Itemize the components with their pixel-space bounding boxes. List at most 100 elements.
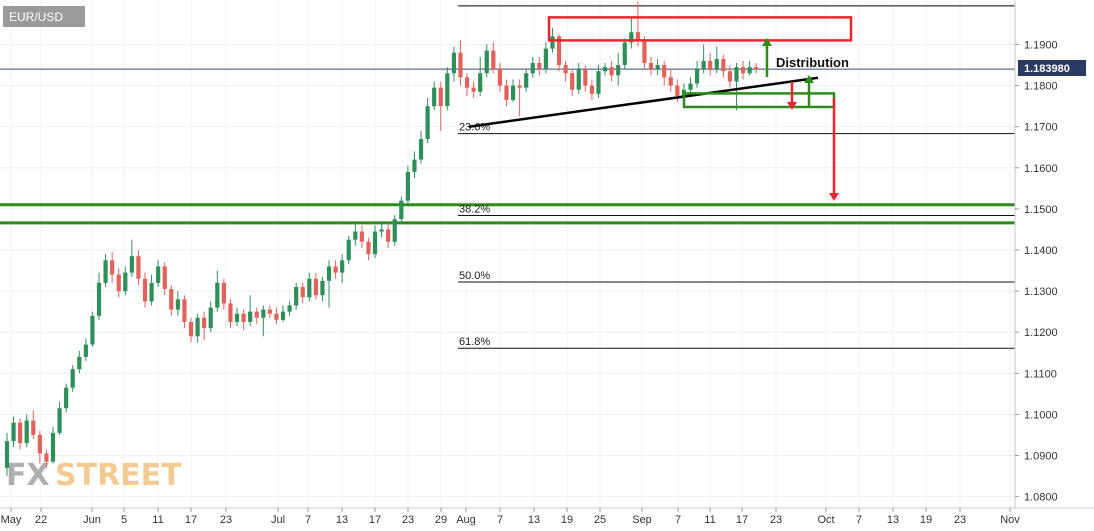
candle-body [267, 309, 272, 314]
candle-body [524, 73, 529, 88]
candle-body [379, 229, 384, 232]
candle [359, 225, 364, 248]
up-arrow-small [804, 75, 814, 108]
arrow-head [804, 75, 814, 83]
x-tick-label: 23 [402, 514, 414, 526]
candle [70, 365, 75, 392]
candle-body [221, 282, 226, 304]
candle-body [589, 85, 595, 94]
candle-body [484, 50, 489, 74]
candle-body [300, 286, 305, 298]
x-tick-label: 17 [736, 514, 748, 526]
x-tick-label: 11 [152, 514, 163, 526]
candle [629, 17, 634, 49]
candle [274, 307, 279, 324]
candle-body [149, 282, 154, 302]
y-tick-label: 1.1100 [1024, 368, 1057, 380]
candle [734, 62, 739, 111]
x-tick-label: 23 [220, 514, 232, 526]
y-tick-label: 1.1700 [1024, 122, 1058, 134]
candle [64, 383, 69, 413]
candle [18, 418, 23, 450]
candle-body [609, 67, 614, 76]
candle [142, 272, 148, 308]
x-tick-label: 7 [305, 514, 311, 526]
candle [589, 79, 595, 100]
candle-body [44, 453, 49, 462]
candle-body [570, 73, 575, 90]
candle-body [333, 266, 338, 273]
candle [346, 235, 351, 265]
candle [149, 274, 154, 306]
candle-body [215, 282, 220, 308]
x-tick-label: Jun [83, 514, 101, 526]
candle [386, 223, 391, 248]
candle [136, 250, 141, 285]
candle [4, 432, 10, 477]
candle [37, 430, 42, 464]
candle [596, 65, 601, 98]
candle [727, 65, 733, 88]
candle [221, 278, 226, 310]
candle-body [359, 231, 364, 242]
candle-body [399, 200, 404, 220]
candle-body [497, 69, 502, 86]
candle [616, 52, 621, 86]
support-zone-box [682, 92, 836, 109]
candle [11, 416, 16, 448]
y-tick-label: 1.1800 [1024, 81, 1058, 93]
candle-body [64, 387, 69, 409]
candle-body [57, 408, 62, 433]
candle [44, 449, 49, 468]
candle [412, 151, 417, 179]
candle [202, 311, 207, 341]
candle-body [156, 266, 161, 283]
candle-body [635, 32, 641, 41]
drawings [468, 16, 853, 201]
candle-body [372, 231, 378, 255]
y-tick-label: 1.0800 [1024, 492, 1058, 504]
candle [543, 42, 549, 74]
candle-body [596, 71, 601, 94]
symbol-badge[interactable] [3, 6, 85, 27]
candle-body [182, 299, 187, 322]
candle-body [31, 420, 36, 435]
candle [353, 223, 358, 246]
candle [83, 338, 88, 361]
candle-body [366, 241, 371, 255]
candle [721, 54, 726, 78]
symbol-label: EUR/USD [9, 10, 64, 24]
candle [300, 282, 305, 304]
fib-label: 50.0% [459, 270, 490, 282]
candle [504, 79, 509, 107]
x-axis-ticks: May 22 Jun 5 11 17 23 Jul 7 13 17 23 29 Aug 7 13 19 25 Sep… [1, 508, 1020, 526]
candle-body [517, 85, 522, 88]
candle [57, 402, 62, 435]
candle-body [445, 73, 450, 107]
candle [642, 36, 647, 70]
x-tick-label: 19 [920, 514, 932, 526]
logo-fx-text: FX [6, 458, 50, 493]
candle-body [662, 65, 667, 78]
y-tick-label: 1.1000 [1024, 409, 1058, 421]
candle-body [721, 58, 726, 72]
candle-body [11, 422, 16, 442]
candle-body [103, 260, 108, 283]
candle-body [510, 85, 516, 100]
candle [294, 282, 299, 310]
candle [234, 307, 240, 327]
candle [24, 414, 29, 448]
candle-body [550, 36, 555, 49]
candle-body [478, 73, 483, 92]
candle-body [4, 441, 10, 468]
candle [602, 62, 608, 76]
x-tick-label: 17 [369, 514, 381, 526]
candle [241, 309, 246, 331]
candle-body [740, 67, 746, 74]
candle [31, 410, 36, 440]
y-tick-label: 1.1400 [1024, 245, 1058, 257]
x-tick-label: Aug [456, 514, 476, 526]
candle [458, 40, 463, 86]
candle [570, 69, 575, 96]
x-tick-label: 7 [497, 514, 503, 526]
